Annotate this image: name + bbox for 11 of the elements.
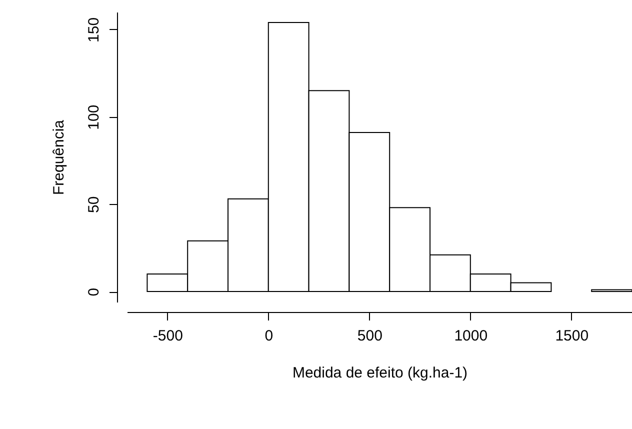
x-tick-label: -500 [152, 328, 183, 344]
y-tick-label: 150 [86, 17, 102, 42]
y-axis-title: Frequência [50, 119, 68, 196]
x-tick-label: 0 [264, 328, 274, 344]
x-tick-label: 1500 [555, 328, 589, 344]
x-tick-label: 500 [357, 328, 382, 344]
y-tick-label: 100 [86, 104, 102, 130]
x-axis-title: Medida de efeito (kg.ha-1) [292, 364, 468, 382]
y-tick-label: 50 [86, 196, 102, 214]
y-tick-label: 0 [86, 288, 102, 296]
x-tick-label: 1000 [454, 328, 488, 344]
